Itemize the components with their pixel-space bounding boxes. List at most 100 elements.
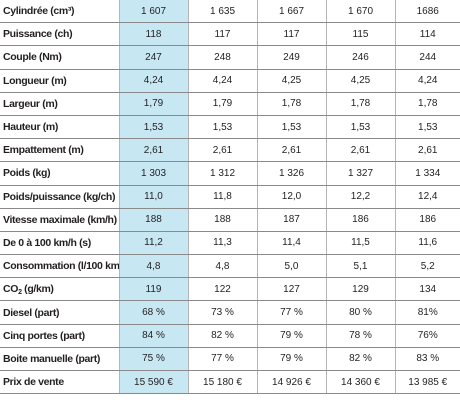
value-cell: 114	[394, 22, 460, 47]
value-cell: 12,2	[325, 184, 396, 209]
table-row: Cinq portes (part) 84 % 82 % 79 % 78 % 76%	[0, 323, 460, 348]
value-cell: 11,4	[256, 230, 327, 256]
value-cell: 4,24	[394, 68, 460, 93]
value-cell: 77 %	[187, 346, 258, 372]
table-row: Cylindrée (cm³) 1 607 1 635 1 667 1 670 1686	[0, 0, 460, 24]
table-row: Diesel (part) 68 % 73 % 77 % 80 % 81%	[0, 300, 460, 325]
value-cell: 83 %	[394, 346, 460, 372]
highlighted-value-cell: 75 %	[118, 346, 189, 372]
highlighted-value-cell: 1 607	[118, 0, 189, 24]
value-cell: 1,53	[187, 114, 258, 140]
value-cell: 1,78	[394, 91, 460, 116]
row-label-text: Cinq portes (part)	[3, 329, 85, 342]
value-cell: 1,53	[256, 114, 327, 140]
value-cell: 78 %	[325, 323, 396, 348]
row-label: Poids (kg)	[0, 161, 120, 186]
value-cell: 122	[187, 277, 258, 302]
highlighted-value-cell: 4,24	[118, 68, 189, 93]
value-cell: 5,1	[325, 254, 396, 279]
value-cell: 1,53	[325, 114, 396, 140]
value-cell: 79 %	[256, 346, 327, 372]
table-row: Longueur (m) 4,24 4,24 4,25 4,25 4,24	[0, 68, 460, 93]
highlighted-value-cell: 247	[118, 45, 189, 70]
row-label: Vitesse maximale (km/h)	[0, 207, 120, 232]
row-label-text: Poids/puissance (kg/ch)	[3, 190, 116, 203]
table-row: Poids (kg) 1 303 1 312 1 326 1 327 1 334	[0, 161, 460, 186]
value-cell: 12,0	[256, 184, 327, 209]
row-label-text: Largeur (m)	[3, 97, 58, 110]
value-cell: 14 926 €	[256, 369, 327, 395]
row-label-text: De 0 à 100 km/h (s)	[3, 236, 91, 249]
table-row: Vitesse maximale (km/h) 188 188 187 186 186	[0, 207, 460, 232]
highlighted-value-cell: 11,2	[118, 230, 189, 256]
table-row: Couple (Nm) 247 248 249 246 244	[0, 45, 460, 70]
value-cell: 134	[394, 277, 460, 302]
value-cell: 11,6	[394, 230, 460, 256]
value-cell: 1 670	[325, 0, 396, 24]
value-cell: 129	[325, 277, 396, 302]
value-cell: 1 334	[394, 161, 460, 186]
value-cell: 81%	[394, 300, 460, 325]
value-cell: 15 180 €	[187, 369, 258, 395]
row-label-text: Couple (Nm)	[3, 51, 62, 64]
value-cell: 187	[256, 207, 327, 232]
value-cell: 80 %	[325, 300, 396, 325]
row-label-text: Puissance (ch)	[3, 28, 73, 41]
value-cell: 115	[325, 22, 396, 47]
row-label: Longueur (m)	[0, 68, 120, 93]
table-row: De 0 à 100 km/h (s) 11,2 11,3 11,4 11,5 11,6	[0, 230, 460, 256]
value-cell: 2,61	[187, 138, 258, 163]
highlighted-value-cell: 84 %	[118, 323, 189, 348]
table-row: Empattement (m) 2,61 2,61 2,61 2,61 2,61	[0, 138, 460, 163]
value-cell: 2,61	[394, 138, 460, 163]
table-row: Prix de vente 15 590 €15 180 €14 926 €14 …	[0, 369, 460, 395]
row-label-unit: (g/km)	[21, 282, 54, 295]
value-cell: 248	[187, 45, 258, 70]
value-cell: 79 %	[256, 323, 327, 348]
row-label: Diesel (part)	[0, 300, 120, 325]
highlighted-value-cell: 11,0	[118, 184, 189, 209]
row-label: Hauteur (m)	[0, 114, 120, 140]
value-cell: 186	[325, 207, 396, 232]
highlighted-value-cell: 1 303	[118, 161, 189, 186]
value-cell: 127	[256, 277, 327, 302]
table-row: Consommation (l/100 km) 4,8 4,8 5,0 5,1 5,2	[0, 254, 460, 279]
value-cell: 12,4	[394, 184, 460, 209]
value-cell: 117	[256, 22, 327, 47]
value-cell: 1 326	[256, 161, 327, 186]
value-cell: 1,53	[394, 114, 460, 140]
row-label: Prix de vente	[0, 369, 120, 395]
row-label: Boite manuelle (part)	[0, 346, 120, 372]
table-row: Largeur (m) 1,79 1,79 1,78 1,78 1,78	[0, 91, 460, 116]
table-row: Poids/puissance (kg/ch) 11,0 11,8 12,0 12,2 1…	[0, 184, 460, 209]
table-row: Boite manuelle (part) 75 % 77 % 79 % 82 % 83 …	[0, 346, 460, 372]
row-label-text: Boite manuelle (part)	[3, 352, 101, 365]
row-label-text: Consommation (l/100 km)	[3, 260, 119, 273]
row-label: Largeur (m)	[0, 91, 120, 116]
value-cell: 76%	[394, 323, 460, 348]
value-cell: 11,5	[325, 230, 396, 256]
value-cell: 73 %	[187, 300, 258, 325]
value-cell: 82 %	[325, 346, 396, 372]
value-cell: 4,25	[325, 68, 396, 93]
value-cell: 186	[394, 207, 460, 232]
row-label-text: Cylindrée (cm³)	[3, 5, 75, 18]
value-cell: 11,3	[187, 230, 258, 256]
value-cell: 13 985 €	[394, 369, 460, 395]
highlighted-value-cell: 1,53	[118, 114, 189, 140]
row-label-text: Diesel (part)	[3, 306, 60, 319]
highlighted-value-cell: 4,8	[118, 254, 189, 279]
value-cell: 249	[256, 45, 327, 70]
table-row: CO2 (g/km) 119 122 127 129 134	[0, 277, 460, 302]
row-label: Empattement (m)	[0, 138, 120, 163]
row-label-text: Longueur (m)	[3, 74, 67, 87]
value-cell: 4,24	[187, 68, 258, 93]
highlighted-value-cell: 118	[118, 22, 189, 47]
row-label: Couple (Nm)	[0, 45, 120, 70]
highlighted-value-cell: 68 %	[118, 300, 189, 325]
value-cell: 82 %	[187, 323, 258, 348]
highlighted-value-cell: 15 590 €	[118, 369, 189, 395]
table-row: Puissance (ch) 118 117 117 115 114	[0, 22, 460, 47]
